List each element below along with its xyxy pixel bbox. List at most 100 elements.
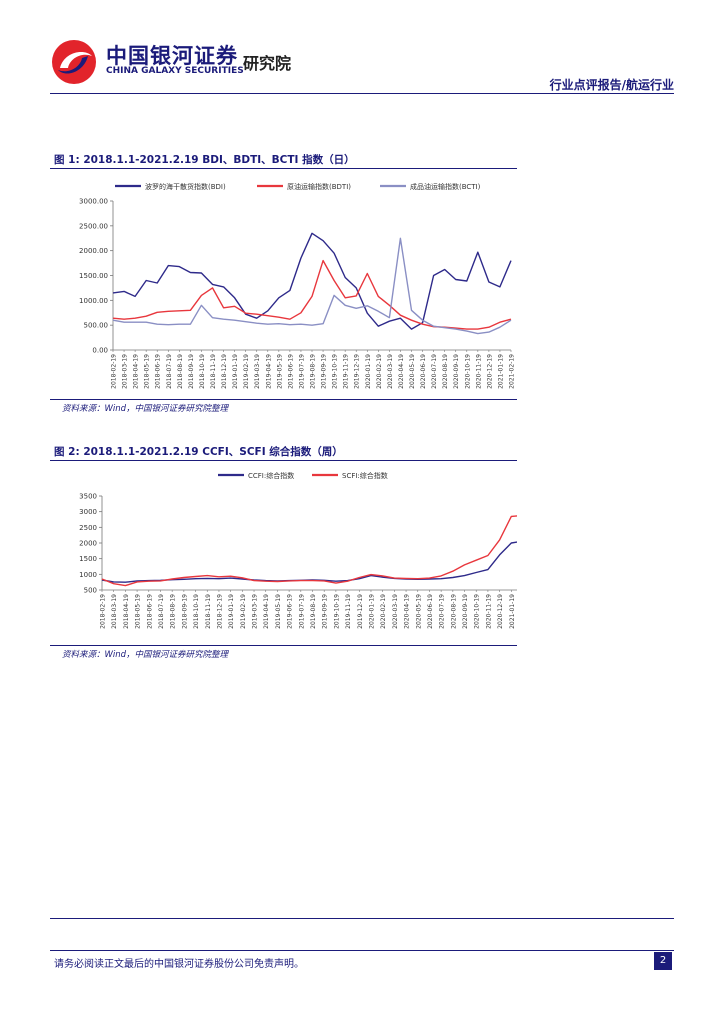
page-number: 2 (654, 952, 672, 970)
chart2-x-tick-label-15: 2019-05-19 (275, 594, 282, 629)
chart2-y-tick-label-0: 500 (84, 587, 97, 595)
chart2-x-tick-label-27: 2020-05-19 (415, 594, 422, 629)
chart2-legend-label-1: SCFI:综合指数 (342, 471, 388, 480)
chart1-x-tick-label-28: 2020-06-19 (420, 354, 427, 389)
chart1-x-tick-label-4: 2018-06-19 (155, 354, 162, 389)
report-tag: 行业点评报告/航运行业 (549, 78, 674, 92)
figure2-bottom-divider (50, 645, 517, 646)
chart1-x-tick-label-14: 2019-04-19 (265, 354, 272, 389)
figure1-title: 图 1: 2018.1.1-2021.2.19 BDI、BDTI、BCTI 指数… (54, 154, 355, 166)
figure1-chart: 波罗的海干散货指数(BDI) 原油运输指数(BDTI) 成品油运输指数(BCTI) 0… (79, 182, 516, 389)
chart2-x-tick-label-5: 2018-07-19 (158, 594, 165, 629)
chart1-x-tick-label-10: 2018-12-19 (221, 354, 228, 389)
chart1-x-tick-label-8: 2018-10-19 (199, 354, 206, 389)
figure2-title: 图 2: 2018.1.1-2021.2.19 CCFI、SCFI 综合指数（周… (54, 446, 343, 458)
chart1-x-tick-label-13: 2019-03-19 (254, 354, 261, 389)
chart1-legend-label-0: 波罗的海干散货指数(BDI) (145, 182, 226, 191)
chart1-x-tick-label-7: 2018-09-19 (188, 354, 195, 389)
chart2-x-tick-label-3: 2018-05-19 (135, 594, 142, 629)
chart1-x-tick-label-20: 2019-10-19 (332, 354, 339, 389)
chart2-legend-label-0: CCFI:综合指数 (248, 471, 294, 480)
chart2-y-tick-label-6: 3500 (79, 493, 97, 501)
chart1-y-tick-label-1: 500.00 (84, 322, 109, 330)
chart1-y-tick-label-6: 3000.00 (79, 198, 108, 206)
chart2-x-tick-label-17: 2019-07-19 (298, 594, 305, 629)
chart1-x-tick-label-31: 2020-09-19 (453, 354, 460, 389)
chart2-x-tick-label-8: 2018-10-19 (193, 594, 200, 629)
chart1-x-tick-label-23: 2020-01-19 (365, 354, 372, 389)
chart2-series-line-0 (101, 541, 517, 583)
chart1-x-tick-label-3: 2018-05-19 (144, 354, 151, 389)
chart1-y-tick-label-2: 1000.00 (79, 297, 108, 305)
chart1-x-tick-label-22: 2019-12-19 (354, 354, 361, 389)
chart1-x-tick-label-32: 2020-10-19 (464, 354, 471, 389)
chart2-x-tick-label-23: 2020-01-19 (368, 594, 375, 629)
chart2-x-tick-label-22: 2019-12-19 (357, 594, 364, 629)
chart2-x-tick-label-33: 2020-11-19 (485, 594, 492, 629)
figure2-chart: CCFI:综合指数 SCFI:综合指数 500 1000 1500 2000 2500 300… (79, 471, 517, 629)
chart1-x-tick-label-30: 2020-08-19 (442, 354, 449, 389)
chart2-x-tick-label-19: 2019-09-19 (322, 594, 329, 629)
chart1-x-tick-label-36: 2021-02-19 (509, 354, 516, 389)
company-logo-icon (52, 40, 96, 84)
chart1-y-tick-label-3: 1500.00 (79, 272, 108, 280)
chart2-y-tick-label-1: 1000 (79, 571, 97, 579)
chart1-x-tick-label-18: 2019-08-19 (310, 354, 317, 389)
figure1-bottom-divider (50, 399, 517, 400)
chart2-x-tick-label-11: 2019-01-19 (228, 594, 235, 629)
chart1-x-tick-label-25: 2020-03-19 (387, 354, 394, 389)
chart2-x-tick-label-30: 2020-08-19 (450, 594, 457, 629)
chart1-x-tick-label-9: 2018-11-19 (210, 354, 217, 389)
chart1-x-tick-label-2: 2018-04-19 (133, 354, 140, 389)
chart1-x-tick-label-29: 2020-07-19 (431, 354, 438, 389)
chart1-series-line-2 (112, 237, 512, 335)
chart2-series-line-1 (101, 515, 517, 587)
chart2-x-tick-label-4: 2018-06-19 (146, 594, 153, 629)
footer-divider-2 (50, 950, 674, 951)
chart2-x-tick-label-18: 2019-08-19 (310, 594, 317, 629)
chart2-x-tick-label-20: 2019-10-19 (333, 594, 340, 629)
chart2-x-tick-label-31: 2020-09-19 (462, 594, 469, 629)
chart1-x-tick-label-16: 2019-06-19 (287, 354, 294, 389)
chart1-legend-label-2: 成品油运输指数(BCTI) (410, 182, 481, 191)
chart1-x-tick-label-5: 2018-07-19 (166, 354, 173, 389)
company-name-en: CHINA GALAXY SECURITIES (106, 66, 244, 76)
chart1-legend: 波罗的海干散货指数(BDI) 原油运输指数(BDTI) 成品油运输指数(BCTI) (115, 182, 481, 191)
chart1-x-tick-label-34: 2020-12-19 (486, 354, 493, 389)
chart1-x-tick-label-21: 2019-11-19 (343, 354, 350, 389)
chart2-x-tick-label-21: 2019-11-19 (345, 594, 352, 629)
chart2-x-tick-label-1: 2018-03-19 (111, 594, 118, 629)
chart2-legend: CCFI:综合指数 SCFI:综合指数 (218, 471, 388, 480)
chart2-y-tick-label-3: 2000 (79, 540, 97, 548)
chart1-y-tick-label-0: 0.00 (92, 347, 108, 355)
figure1-source: 资料来源：Wind，中国银河证券研究院整理 (62, 404, 229, 414)
chart1-x-tick-label-12: 2019-02-19 (243, 354, 250, 389)
chart1-x-tick-label-19: 2019-09-19 (321, 354, 328, 389)
institute-name: 研究院 (243, 54, 292, 73)
chart1-x-tick-label-24: 2020-02-19 (376, 354, 383, 389)
chart1-x-tick-label-6: 2018-08-19 (177, 354, 184, 389)
chart2-x-tick-label-6: 2018-08-19 (170, 594, 177, 629)
chart1-x-tick-label-26: 2020-04-19 (398, 354, 405, 389)
chart2-x-tick-label-0: 2018-02-19 (100, 594, 107, 629)
chart1-x-tick-label-35: 2021-01-19 (497, 354, 504, 389)
chart1-x-tick-label-1: 2018-03-19 (122, 354, 129, 389)
chart2-x-tick-label-14: 2019-04-19 (263, 594, 270, 629)
header-divider (50, 93, 674, 94)
figure2-source: 资料来源：Wind，中国银河证券研究院整理 (62, 650, 229, 660)
chart1-x-tick-label-27: 2020-05-19 (409, 354, 416, 389)
chart2-x-tick-label-7: 2018-09-19 (181, 594, 188, 629)
chart2-x-tick-label-2: 2018-04-19 (123, 594, 130, 629)
chart1-x-tick-label-17: 2019-07-19 (298, 354, 305, 389)
chart2-y-tick-label-5: 3000 (79, 508, 97, 516)
chart2-x-tick-label-24: 2020-02-19 (380, 594, 387, 629)
chart1-x-tick-label-15: 2019-05-19 (276, 354, 283, 389)
chart2-y-tick-label-4: 2500 (79, 524, 97, 532)
chart2-x-tick-label-26: 2020-04-19 (404, 594, 411, 629)
chart2-x-tick-label-25: 2020-03-19 (392, 594, 399, 629)
chart1-x-tick-label-33: 2020-11-19 (475, 354, 482, 389)
chart2-x-tick-label-10: 2018-12-19 (216, 594, 223, 629)
footer-disclaimer: 请务必阅读正文最后的中国银河证券股份公司免责声明。 (54, 959, 304, 970)
chart1-y-tick-label-5: 2500.00 (79, 222, 108, 230)
figure2-top-divider (50, 460, 517, 461)
